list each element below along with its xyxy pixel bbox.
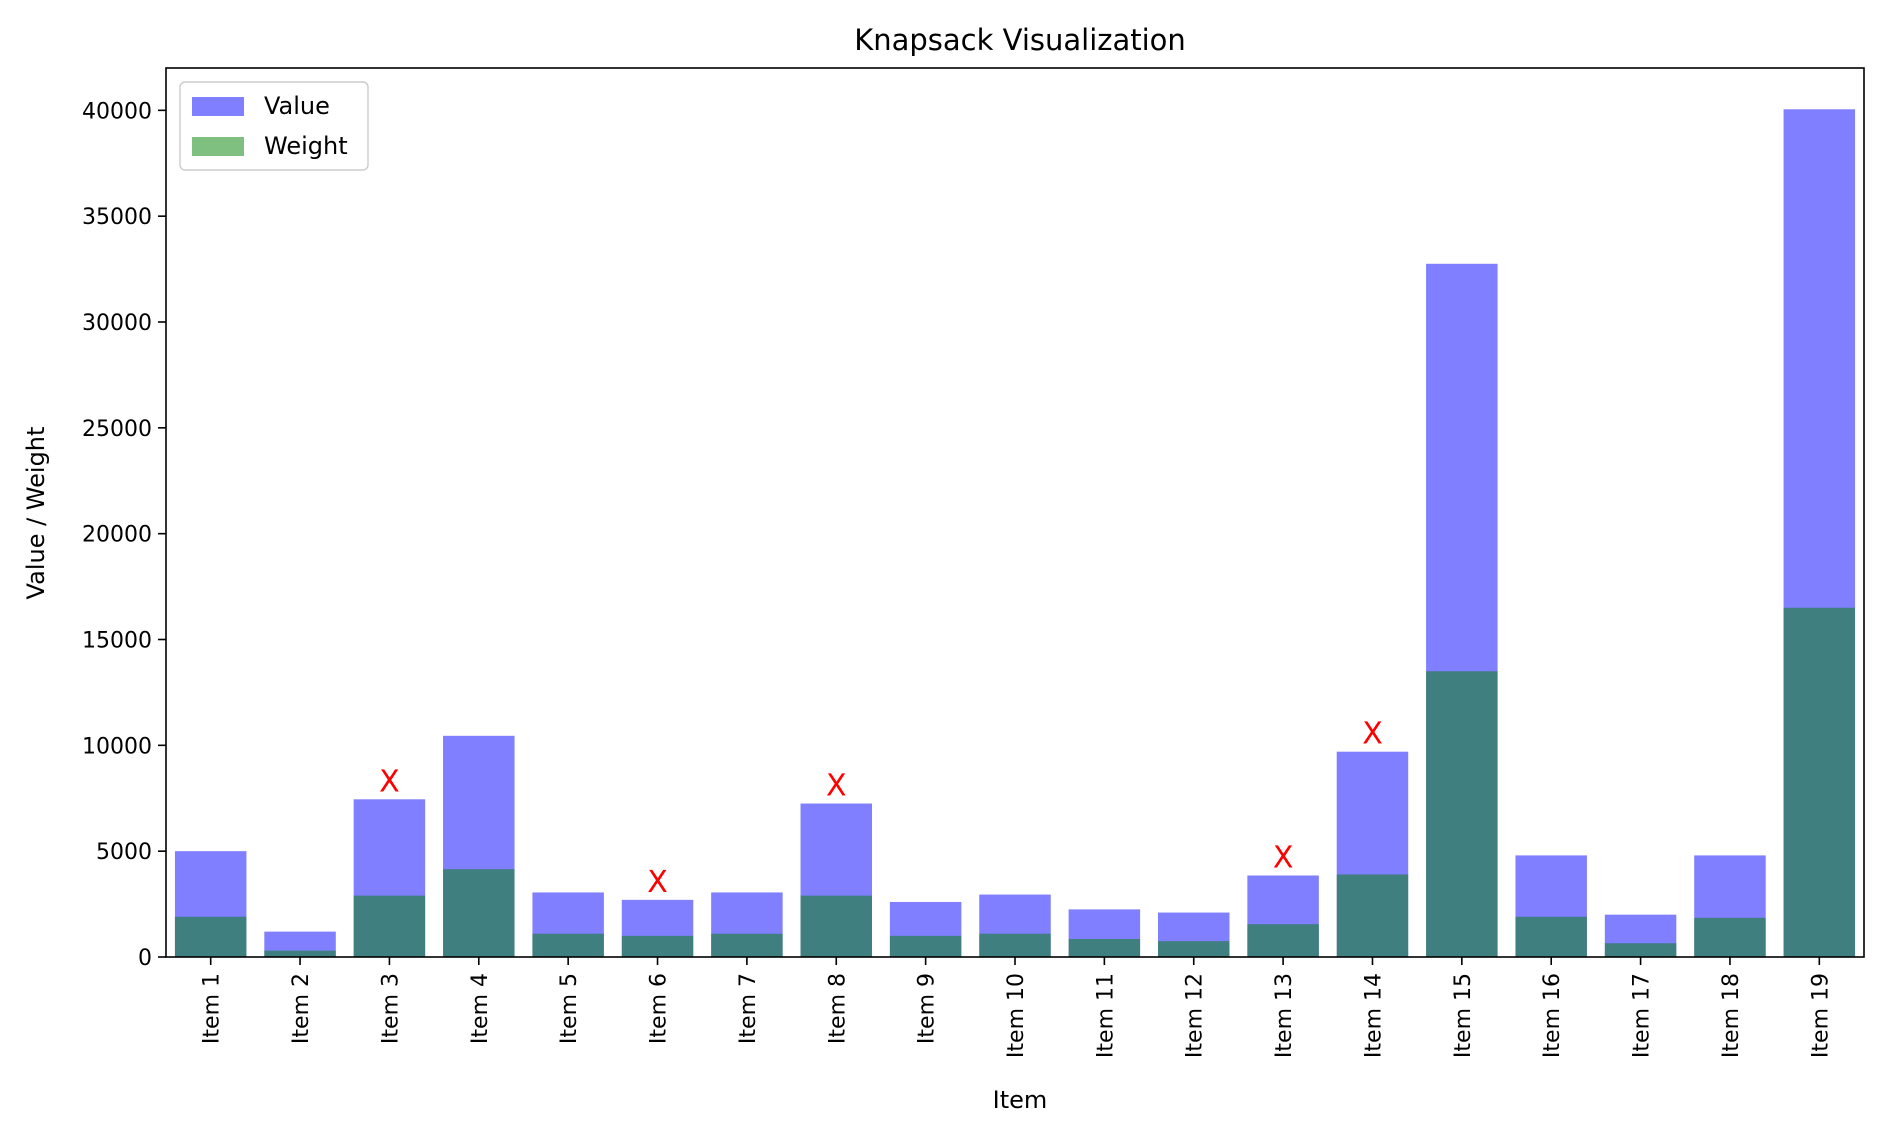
weight-bar — [1157, 941, 1230, 958]
x-tick-label: Item 4 — [468, 973, 493, 1044]
x-tick-label: Item 7 — [736, 973, 761, 1044]
weight-bar — [1515, 916, 1587, 957]
y-tick-label: 30000 — [82, 311, 152, 336]
x-tick-label: Item 5 — [557, 973, 582, 1044]
weight-bar — [621, 935, 694, 957]
x-tick-label: Item 1 — [200, 973, 225, 1044]
excluded-marker: X — [379, 764, 400, 799]
legend-swatch-value — [192, 97, 244, 116]
weight-bar — [443, 869, 515, 957]
excluded-marker: X — [647, 865, 668, 900]
weight-bar — [1604, 943, 1677, 957]
y-tick-label: 40000 — [82, 99, 152, 124]
y-tick-label: 10000 — [82, 734, 152, 759]
x-tick-label: Item 11 — [1093, 973, 1118, 1058]
weight-bar — [889, 935, 962, 957]
y-axis-title: Value / Weight — [22, 427, 50, 600]
x-tick-label: Item 8 — [825, 973, 850, 1044]
plot-area: X X X X X 0 5000 10000 15000 20000 25000 30000 35000… — [82, 67, 1865, 1058]
weight-bar — [979, 933, 1051, 957]
x-tick-label: Item 3 — [378, 973, 403, 1044]
weight-bar — [353, 895, 426, 957]
x-axis-title: Item — [993, 1086, 1048, 1114]
weight-bar — [264, 950, 336, 957]
x-tick-label: Item 12 — [1183, 973, 1208, 1058]
x-tick-label: Item 16 — [1540, 973, 1565, 1058]
x-tick-label: Item 10 — [1004, 973, 1029, 1058]
x-tick-label: Item 9 — [915, 973, 940, 1044]
legend-label-value: Value — [264, 92, 330, 120]
x-tick-label: Item 2 — [289, 973, 314, 1044]
chart-title: Knapsack Visualization — [854, 23, 1186, 57]
y-tick-label: 15000 — [82, 629, 152, 654]
excluded-marker: X — [1273, 841, 1294, 876]
x-tick-label: Item 14 — [1361, 973, 1386, 1058]
weight-bar — [174, 916, 247, 957]
y-tick-label: 35000 — [82, 205, 152, 230]
weight-bar — [1068, 939, 1141, 957]
legend-swatch-weight — [192, 137, 244, 156]
weight-bar — [1336, 874, 1409, 957]
legend-label-weight: Weight — [264, 132, 348, 160]
x-tick-label: Item 19 — [1808, 973, 1833, 1058]
y-tick-label: 0 — [138, 946, 152, 971]
legend: Value Weight — [179, 81, 369, 171]
x-tick-label: Item 17 — [1630, 973, 1655, 1058]
excluded-marker: X — [826, 769, 847, 804]
x-tick-label: Item 13 — [1272, 973, 1297, 1058]
weight-bar — [1247, 924, 1319, 957]
excluded-marker: X — [1362, 717, 1383, 752]
weight-bar — [1426, 671, 1498, 957]
x-tick-label: Item 15 — [1451, 973, 1476, 1058]
x-tick-label: Item 6 — [647, 973, 672, 1044]
y-tick-label: 20000 — [82, 523, 152, 548]
weight-bar — [800, 895, 873, 957]
weight-bar — [1694, 917, 1766, 957]
y-tick-label: 25000 — [82, 417, 152, 442]
x-tick-label: Item 18 — [1719, 973, 1744, 1058]
weight-bar — [1783, 607, 1856, 957]
weight-bar — [711, 933, 783, 957]
weight-bar — [532, 933, 604, 957]
y-tick-label: 5000 — [96, 840, 152, 865]
